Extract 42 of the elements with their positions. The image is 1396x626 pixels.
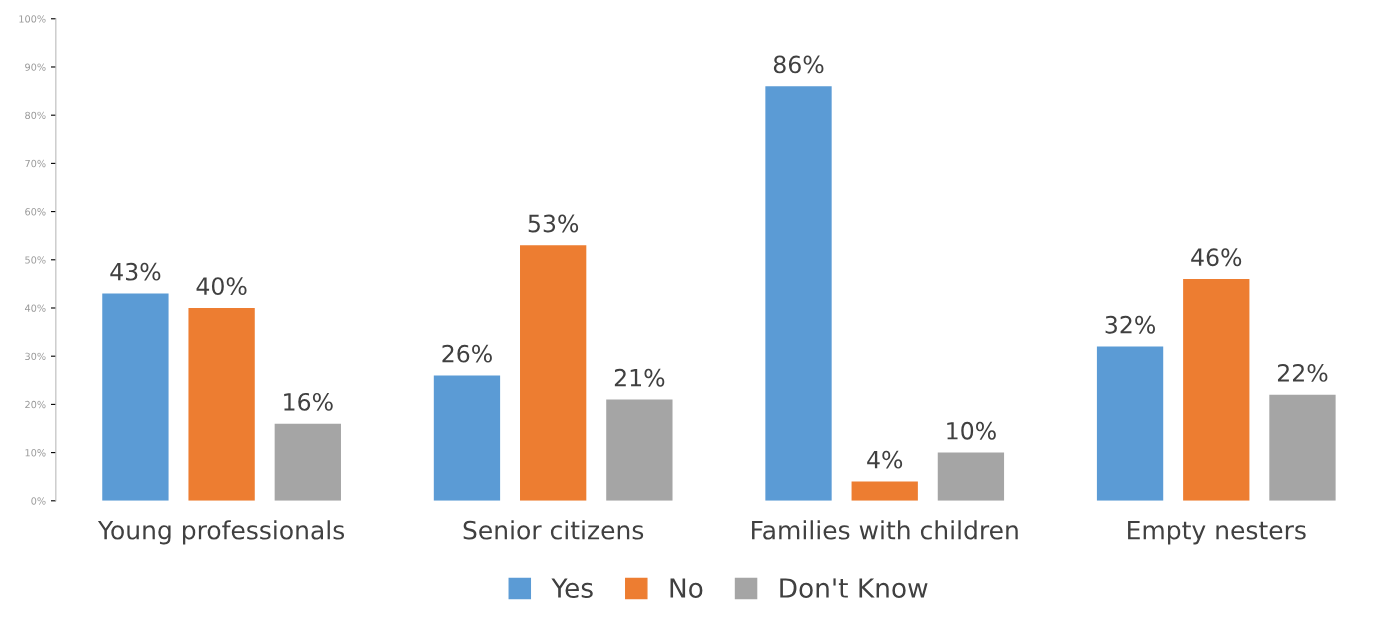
x-tick-label: Young professionals [97, 520, 345, 545]
data-label: 46% [1191, 248, 1242, 267]
legend-label: No [670, 578, 703, 598]
bar [188, 307, 255, 501]
data-label: 16% [284, 392, 333, 411]
data-label: 26% [442, 344, 492, 363]
data-label: 43% [110, 262, 161, 281]
bar [937, 452, 1005, 501]
bar [606, 399, 673, 501]
bar [1096, 346, 1164, 501]
y-tick-label: 100% [19, 15, 46, 23]
data-label: 32% [1105, 315, 1155, 334]
y-tick-label: 20% [25, 400, 46, 409]
data-label: 21% [614, 368, 665, 387]
bar [102, 293, 169, 501]
data-label: 40% [196, 277, 247, 296]
y-tick-label: 0% [31, 497, 46, 505]
bar [520, 245, 587, 501]
data-label: 53% [528, 214, 579, 233]
data-label: 22% [1277, 363, 1328, 382]
bar [1183, 279, 1250, 501]
y-tick-label: 50% [25, 256, 46, 264]
bar [1269, 394, 1336, 501]
bar [274, 423, 341, 501]
x-tick-label: Senior citizens [463, 520, 644, 540]
x-tick-label: Families with children [752, 520, 1018, 540]
y-tick-label: 90% [25, 63, 46, 71]
bar [765, 86, 832, 501]
y-tick-label: 60% [25, 208, 46, 216]
y-tick-label: 80% [25, 111, 46, 120]
x-tick-label: Empty nesters [1128, 521, 1306, 545]
bar [851, 481, 918, 501]
legend-label: Yes [551, 578, 593, 598]
y-tick-label: 10% [25, 449, 46, 457]
y-tick-label: 70% [25, 159, 46, 168]
y-tick-label: 40% [24, 304, 46, 312]
data-label: 4% [867, 450, 903, 469]
data-label: 10% [947, 421, 996, 440]
bar [433, 375, 501, 501]
data-label: 86% [773, 55, 824, 74]
legend-label: Don't Know [780, 578, 928, 598]
y-tick-label: 30% [25, 352, 46, 361]
